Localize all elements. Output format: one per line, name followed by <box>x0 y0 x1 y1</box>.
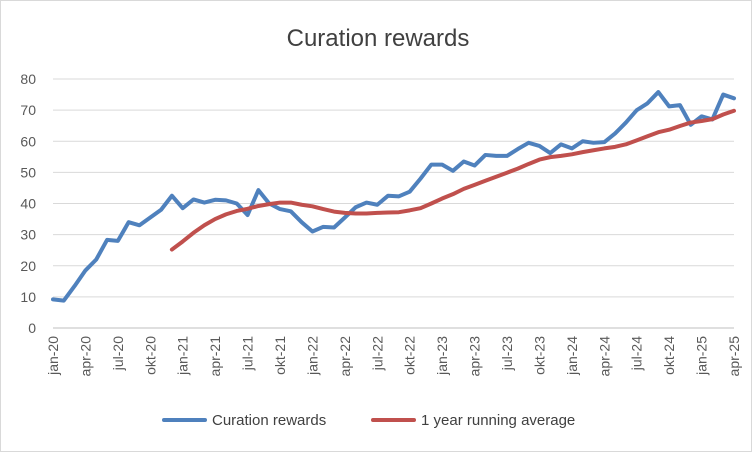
legend-label: 1 year running average <box>421 412 575 429</box>
x-tick-label: apr-25 <box>726 336 742 377</box>
series-lines <box>51 90 736 303</box>
x-tick-label: okt-22 <box>402 336 418 375</box>
x-tick-label: jul-22 <box>369 336 385 371</box>
x-tick-label: jan-22 <box>304 336 320 376</box>
x-tick-label: okt-24 <box>661 336 677 375</box>
series-line-curation-rewards <box>51 90 736 303</box>
x-tick-label: okt-23 <box>531 336 547 375</box>
chart-title: Curation rewards <box>287 25 470 52</box>
y-tick-label: 40 <box>20 196 36 212</box>
x-tick-label: okt-21 <box>272 336 288 375</box>
y-tick-label: 10 <box>20 289 36 305</box>
x-tick-label: okt-20 <box>142 336 158 375</box>
series-line-running-average <box>169 108 736 252</box>
y-tick-label: 30 <box>20 227 36 243</box>
x-tick-label: jan-21 <box>175 336 191 376</box>
axes: 0 10 20 30 40 50 60 70 80 jan-20 apr-20 jul-20 okt-2… <box>20 71 742 376</box>
x-tick-label: jul-21 <box>240 336 256 371</box>
x-tick-label: jul-23 <box>499 336 515 371</box>
legend: Curation rewards 1 year running average <box>162 412 575 429</box>
legend-label: Curation rewards <box>212 412 326 429</box>
y-tick-label: 80 <box>20 71 36 87</box>
x-tick-label: apr-23 <box>467 336 483 377</box>
y-tick-label: 20 <box>20 258 36 274</box>
x-tick-label: apr-24 <box>596 336 612 377</box>
x-tick-label: jan-25 <box>694 336 710 376</box>
y-tick-label: 0 <box>28 320 36 336</box>
x-tick-label: apr-22 <box>337 336 353 377</box>
x-tick-label: jul-24 <box>629 336 645 371</box>
x-tick-label: jan-24 <box>564 336 580 376</box>
x-tick-label: apr-20 <box>77 336 93 377</box>
gridlines <box>53 78 734 298</box>
y-tick-label: 70 <box>20 102 36 118</box>
y-tick-label: 60 <box>20 133 36 149</box>
x-tick-label: jul-20 <box>110 336 126 371</box>
x-tick-label: jan-23 <box>434 336 450 376</box>
x-tick-label: jan-20 <box>45 336 61 376</box>
y-tick-label: 50 <box>20 164 36 180</box>
x-tick-label: apr-21 <box>207 336 223 377</box>
